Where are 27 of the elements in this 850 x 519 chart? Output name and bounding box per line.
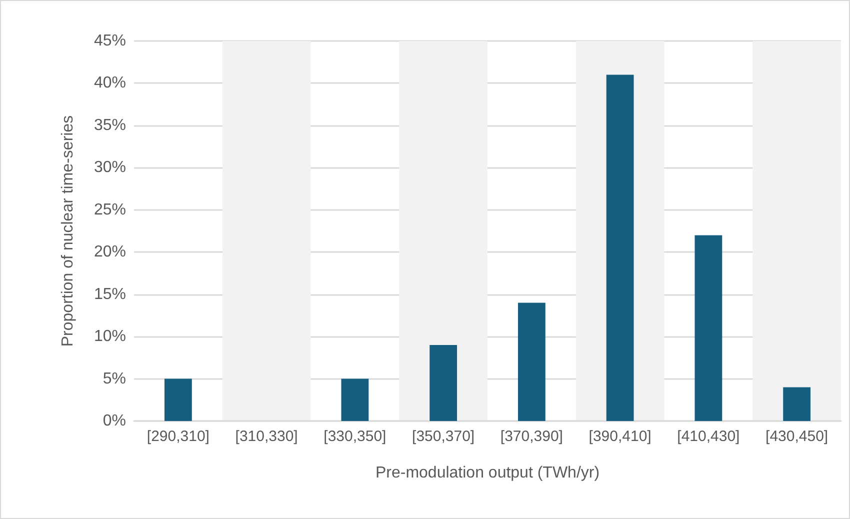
x-tick-label: [350,370]	[412, 428, 475, 445]
y-axis-title: Proportion of nuclear time-series	[60, 115, 76, 347]
x-tick-label: [370,390]	[500, 428, 563, 445]
bar	[430, 345, 458, 421]
x-tick-label: [390,410]	[588, 428, 652, 445]
y-tick-label: 30%	[94, 159, 126, 176]
x-tick-label: [330,350]	[324, 428, 386, 445]
bar	[341, 378, 369, 421]
bar	[783, 387, 811, 421]
x-tick-label: [410,430]	[677, 428, 740, 445]
x-tick-label: [290,310]	[146, 428, 210, 445]
bar	[694, 235, 722, 421]
y-tick-label: 5%	[102, 370, 126, 388]
x-tick-label: [430,450]	[766, 428, 828, 445]
bar	[606, 74, 634, 421]
y-tick-label: 10%	[94, 328, 126, 346]
y-tick-label: 35%	[94, 116, 126, 134]
bar	[164, 378, 192, 421]
y-tick-label: 40%	[94, 74, 126, 92]
y-tick-label: 25%	[94, 201, 126, 218]
x-tick-label: [310,330]	[235, 428, 298, 445]
bar	[518, 302, 546, 421]
y-tick-label: 45%	[94, 32, 126, 50]
y-tick-label: 15%	[94, 286, 126, 303]
y-tick-label: 20%	[94, 244, 126, 261]
y-tick-label: 0%	[102, 412, 126, 430]
x-axis-title: Pre-modulation output (TWh/yr)	[375, 464, 600, 482]
